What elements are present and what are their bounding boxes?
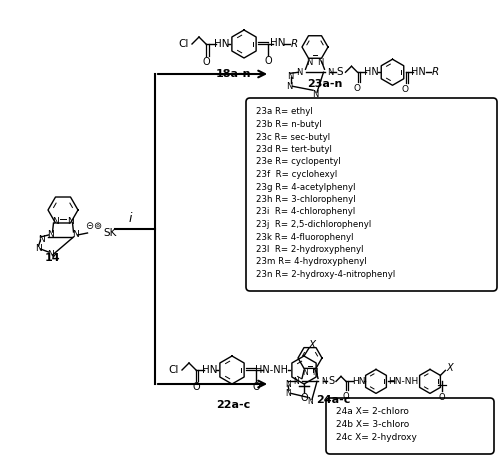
Text: 23g R= 4-acetylphenyl: 23g R= 4-acetylphenyl [256, 182, 356, 192]
Text: 23a-n: 23a-n [308, 79, 342, 89]
Text: 23a R= ethyl: 23a R= ethyl [256, 108, 313, 116]
Text: R: R [432, 67, 439, 77]
Text: 24c X= 2-hydroxy: 24c X= 2-hydroxy [336, 433, 417, 443]
Text: 23e R= cyclopentyl: 23e R= cyclopentyl [256, 158, 340, 166]
Text: 23b R= n-butyl: 23b R= n-butyl [256, 120, 322, 129]
Text: N: N [306, 58, 312, 67]
Text: 23k R= 4-fluorophenyl: 23k R= 4-fluorophenyl [256, 232, 354, 242]
Text: HN: HN [214, 39, 230, 49]
Text: HN: HN [352, 377, 366, 386]
Text: X: X [308, 340, 316, 350]
Text: HN: HN [364, 67, 379, 77]
FancyBboxPatch shape [246, 98, 497, 291]
Text: Cl: Cl [168, 365, 178, 375]
Text: N: N [285, 389, 291, 398]
Text: N: N [321, 377, 327, 386]
Text: 23n R= 2-hydroxy-4-nitrophenyl: 23n R= 2-hydroxy-4-nitrophenyl [256, 270, 395, 279]
Text: N: N [35, 244, 42, 254]
Text: 24b X= 3-chloro: 24b X= 3-chloro [336, 420, 409, 429]
Text: N: N [72, 231, 79, 239]
Text: O: O [202, 57, 210, 67]
Text: 23h R= 3-chlorophenyl: 23h R= 3-chlorophenyl [256, 195, 356, 204]
Text: 24a X= 2-chloro: 24a X= 2-chloro [336, 407, 409, 415]
Text: N: N [52, 218, 59, 226]
Text: 23c R= sec-butyl: 23c R= sec-butyl [256, 133, 330, 141]
Text: HN: HN [411, 67, 426, 77]
Text: 23j  R= 2,5-dichlorophenyl: 23j R= 2,5-dichlorophenyl [256, 220, 371, 229]
Text: O: O [192, 382, 200, 392]
Text: N: N [288, 72, 294, 81]
Text: N: N [302, 368, 308, 377]
Text: HN: HN [270, 38, 286, 48]
Text: O: O [264, 56, 272, 66]
Text: N: N [286, 82, 292, 91]
Text: 23i  R= 4-chlorophenyl: 23i R= 4-chlorophenyl [256, 207, 355, 217]
Text: R: R [290, 39, 298, 49]
Text: N: N [318, 58, 324, 67]
Text: N: N [67, 218, 74, 226]
Text: S: S [328, 377, 334, 386]
Text: 23m R= 4-hydroxyphenyl: 23m R= 4-hydroxyphenyl [256, 257, 367, 267]
Text: O: O [402, 85, 409, 94]
Text: S: S [336, 67, 343, 77]
Text: O: O [438, 393, 446, 402]
Text: 23l  R= 2-hydroxyphenyl: 23l R= 2-hydroxyphenyl [256, 245, 364, 254]
Text: Cl: Cl [178, 39, 188, 49]
Text: HN: HN [202, 365, 218, 375]
Text: 23f  R= cyclohexyl: 23f R= cyclohexyl [256, 170, 337, 179]
Text: N: N [307, 397, 313, 406]
Text: N: N [312, 90, 318, 99]
Text: O: O [300, 393, 308, 403]
Text: 24a-c: 24a-c [316, 395, 350, 405]
Text: N: N [312, 368, 318, 377]
Text: i: i [128, 213, 132, 225]
Text: N: N [285, 380, 291, 389]
Text: 22a-c: 22a-c [216, 400, 250, 410]
Text: N: N [296, 68, 302, 77]
Text: O: O [342, 392, 349, 401]
Text: N: N [328, 68, 334, 77]
Text: N: N [38, 236, 45, 244]
Text: HN-NH: HN-NH [388, 377, 418, 386]
Text: N: N [47, 231, 54, 239]
Text: HN-NH: HN-NH [256, 365, 288, 375]
Text: SK: SK [104, 228, 117, 238]
Text: N: N [47, 250, 54, 260]
FancyBboxPatch shape [326, 398, 494, 454]
Text: N: N [293, 377, 299, 386]
Text: 23d R= tert-butyl: 23d R= tert-butyl [256, 145, 332, 154]
Text: 18a-n: 18a-n [215, 69, 251, 79]
Text: O: O [252, 382, 260, 392]
Text: O: O [354, 84, 361, 93]
Text: 14: 14 [45, 253, 61, 263]
Text: $\circleddash\!\circledcirc$: $\circleddash\!\circledcirc$ [84, 220, 102, 231]
Text: X: X [446, 364, 452, 373]
